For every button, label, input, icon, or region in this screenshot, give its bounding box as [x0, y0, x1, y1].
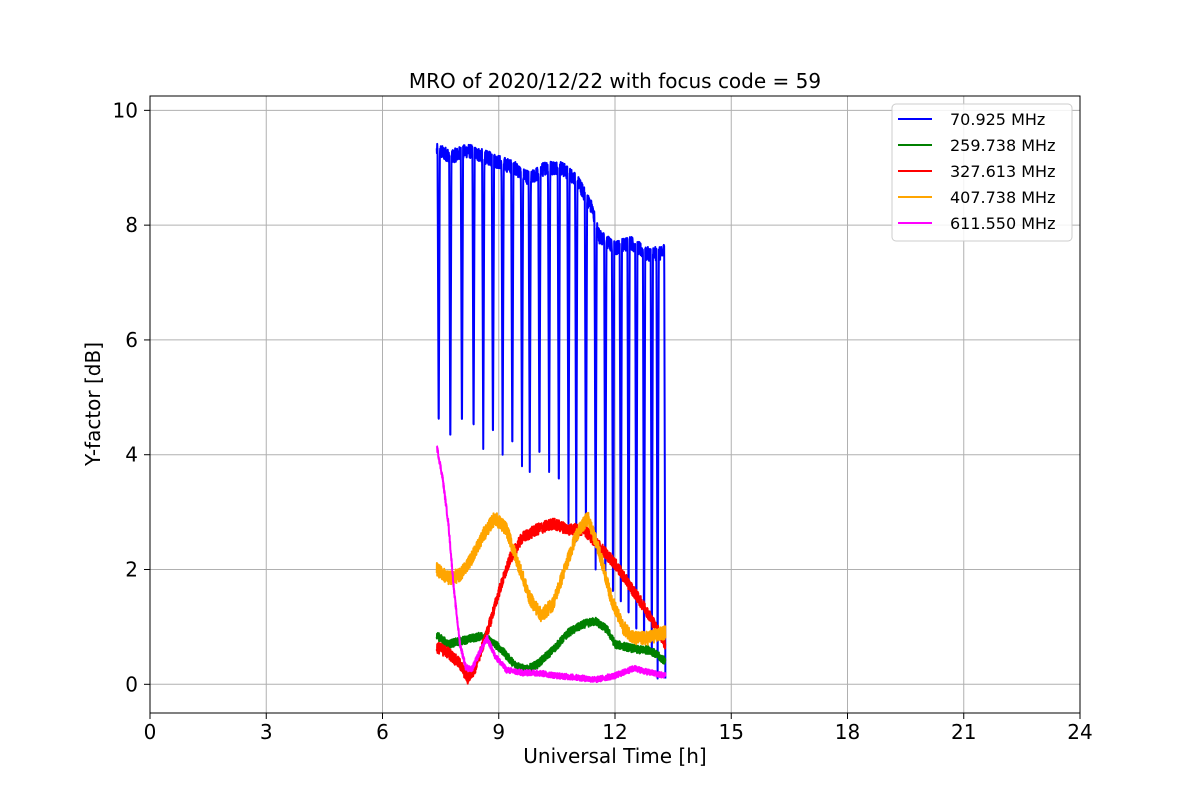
- y-tick-label: 0: [125, 672, 138, 696]
- x-tick-label: 12: [602, 720, 627, 744]
- x-tick-label: 0: [144, 720, 157, 744]
- legend-label: 327.613 MHz: [950, 162, 1055, 181]
- y-tick-label: 10: [113, 98, 138, 122]
- legend: 70.925 MHz 259.738 MHz 327.613 MHz 407.738 …: [891, 103, 1073, 242]
- y-tick-label: 2: [125, 558, 138, 582]
- legend-label: 611.550 MHz: [950, 214, 1055, 233]
- x-tick-label: 3: [260, 720, 273, 744]
- x-tick-label: 21: [951, 720, 976, 744]
- x-axis-label: Universal Time [h]: [523, 744, 706, 768]
- legend-label: 259.738 MHz: [950, 136, 1055, 155]
- series-line-3: [435, 511, 667, 646]
- legend-box: [891, 103, 1073, 242]
- legend-label: 407.738 MHz: [950, 188, 1055, 207]
- series-layer: [435, 142, 667, 685]
- legend-label: 70.925 MHz: [950, 110, 1045, 129]
- y-tick-label: 6: [125, 328, 138, 352]
- x-tick-label: 9: [492, 720, 505, 744]
- series-line-2: [435, 517, 667, 685]
- series-line-4: [435, 445, 667, 684]
- chart-title: MRO of 2020/12/22 with focus code = 59: [409, 69, 821, 93]
- x-tick-label: 15: [719, 720, 744, 744]
- x-tick-label: 18: [835, 720, 860, 744]
- y-axis-label: Y-factor [dB]: [81, 342, 105, 467]
- y-tick-label: 8: [125, 213, 138, 237]
- y-tick-label: 4: [125, 443, 138, 467]
- x-tick-label: 24: [1067, 720, 1092, 744]
- series-line-1: [435, 616, 667, 675]
- series-line-0: [435, 142, 667, 680]
- x-tick-label: 6: [376, 720, 389, 744]
